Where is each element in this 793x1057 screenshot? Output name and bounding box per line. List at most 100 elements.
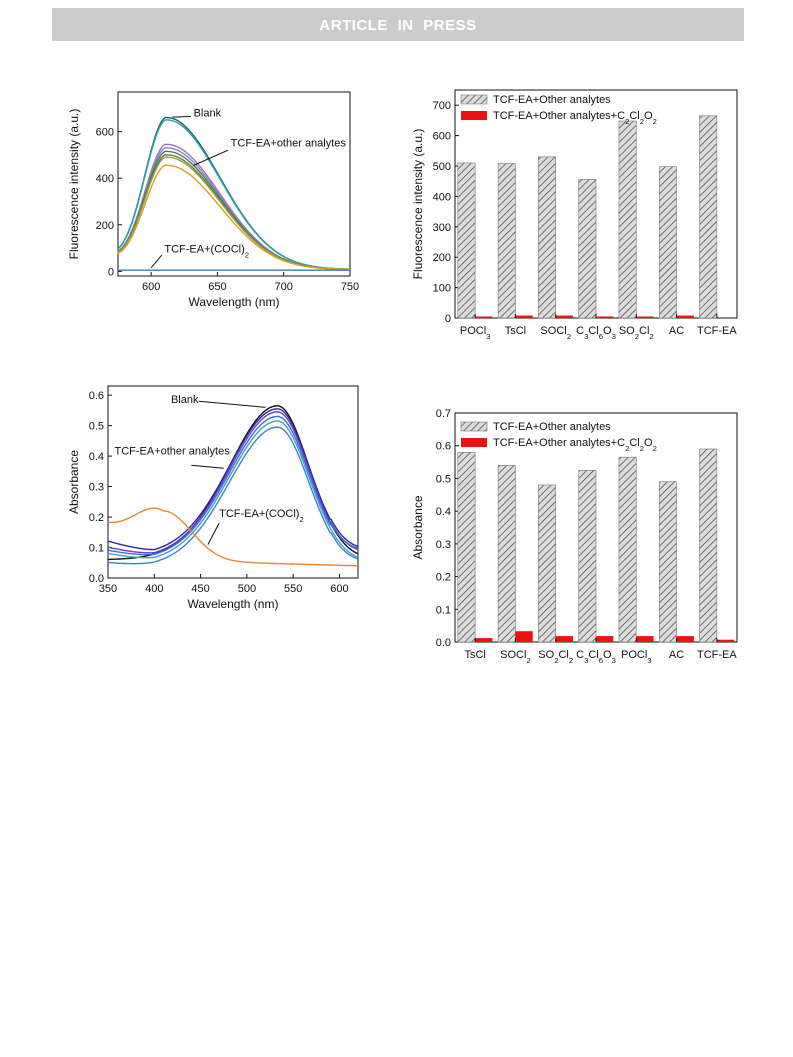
y-tick-label: 0.6 (89, 390, 104, 402)
fluorescence-spectrum-chart: 0 200 400 600 Fluorescence intensity (a.u.) 6… (67, 91, 359, 309)
x-tick-label: 550 (284, 583, 302, 595)
category-label: TCF-EA (697, 325, 737, 337)
category-label: TsCl (505, 325, 526, 337)
y-tick-label: 0.2 (89, 512, 104, 524)
article-banner: ARTICLE IN PRESS (52, 8, 744, 41)
category-label: SOCl2 (500, 649, 531, 665)
y-tick-label: 0 (108, 266, 114, 278)
cocl-pointer (207, 522, 220, 545)
category-label: SO2Cl2 (538, 649, 573, 665)
plot-frame (117, 91, 351, 277)
cocl-pointer (150, 254, 163, 269)
category-label: POCl3 (621, 649, 652, 665)
annotation-label: TCF-EA+(COCl)2 (164, 244, 249, 260)
analytes-pointer (191, 464, 224, 469)
x-tick-label: 350 (99, 583, 117, 595)
legend-swatch-red (461, 438, 487, 447)
y-axis-label: Absorbance (411, 495, 425, 559)
category-label: C3Cl6O3 (576, 649, 616, 665)
y-tick-label: 200 (433, 252, 451, 264)
bar-other-analytes (538, 156, 557, 319)
category-label: AC (669, 325, 684, 337)
y-axis-label: Fluorescence intensity (a.u.) (411, 129, 425, 280)
x-tick-label: 600 (330, 583, 348, 595)
bar-other-analytes (578, 469, 597, 643)
y-tick-label: 0.5 (436, 473, 451, 485)
y-tick-label: 0.7 (436, 408, 451, 420)
y-tick-label: 700 (433, 100, 451, 112)
category-label: SO2Cl2 (619, 325, 654, 341)
legend-label: TCF-EA+Other analytes+C2Cl2O2 (493, 437, 657, 453)
category-label: TCF-EA (697, 649, 737, 661)
y-tick-label: 0.5 (89, 421, 104, 433)
absorbance-line (107, 415, 359, 556)
absorbance-line (108, 426, 359, 565)
absorbance-line (108, 405, 359, 561)
x-axis-label: Wavelength (nm) (188, 597, 279, 611)
y-tick-label: 600 (96, 127, 114, 139)
blank-pointer (172, 115, 191, 118)
bar-other-analytes (658, 481, 677, 643)
y-tick-label: 100 (433, 283, 451, 295)
y-tick-label: 0.1 (89, 543, 104, 555)
category-label: SOCl2 (540, 325, 571, 341)
y-tick-label: 0.4 (436, 506, 451, 518)
legend-label: TCF-EA+Other analytes+C2Cl2O2 (493, 110, 657, 126)
absorbance-bar-chart: 0.0 0.1 0.2 0.3 0.4 0.5 0.6 0.7 Absorbance TsCl SO… (411, 408, 738, 665)
y-tick-label: 400 (96, 173, 114, 185)
bar-with-oxalyl-chloride (515, 315, 533, 318)
legend-swatch-red (461, 111, 487, 120)
plot-frame (107, 385, 359, 579)
bar-with-oxalyl-chloride (515, 631, 533, 642)
y-tick-label: 0.0 (89, 573, 104, 585)
category-label: TsCl (464, 649, 485, 661)
y-tick-label: 0 (445, 313, 451, 325)
x-tick-label: 600 (142, 281, 160, 293)
y-tick-label: 0.1 (436, 604, 451, 616)
x-tick-label: 700 (275, 281, 293, 293)
spectrum-line (117, 164, 350, 270)
bar-with-oxalyl-chloride (676, 315, 694, 318)
y-tick-label: 0.3 (436, 539, 451, 551)
y-tick-label: 200 (96, 220, 114, 232)
blank-pointer (198, 400, 266, 408)
absorbance-line (107, 408, 359, 551)
bar-with-oxalyl-chloride (475, 316, 493, 318)
absorbance-line (107, 420, 359, 559)
bar-other-analytes (618, 456, 637, 643)
bar-other-analytes (538, 484, 557, 643)
x-tick-label: 400 (145, 583, 163, 595)
y-tick-label: 0.2 (436, 572, 451, 584)
y-tick-label: 300 (433, 222, 451, 234)
x-axis-label: Wavelength (nm) (189, 295, 280, 309)
bar-with-oxalyl-chloride (636, 636, 654, 642)
category-label: C3Cl6O3 (576, 325, 616, 341)
bar-other-analytes (618, 120, 637, 319)
y-tick-label: 0.0 (436, 637, 451, 649)
bar-with-oxalyl-chloride (555, 636, 574, 642)
bar-other-analytes (497, 465, 516, 643)
bar-with-oxalyl-chloride (636, 316, 654, 318)
bar-other-analytes (457, 162, 476, 319)
x-tick-label: 450 (191, 583, 209, 595)
y-tick-label: 0.4 (89, 451, 104, 463)
bar-other-analytes (699, 448, 718, 643)
y-tick-label: 500 (433, 161, 451, 173)
bar-other-analytes (457, 451, 476, 643)
y-tick-label: 400 (433, 191, 451, 203)
y-tick-label: 0.6 (436, 441, 451, 453)
x-tick-label: 750 (341, 281, 359, 293)
banner-text: ARTICLE IN PRESS (319, 17, 477, 34)
absorbance-line (107, 507, 358, 567)
analytes-pointer (193, 149, 229, 166)
annotation-label: TCF-EA+other analytes (114, 446, 230, 458)
bar-with-oxalyl-chloride (596, 316, 614, 318)
legend-label: TCF-EA+Other analytes (493, 94, 611, 106)
bar-with-oxalyl-chloride (596, 636, 614, 642)
bar-other-analytes (497, 163, 516, 319)
bar-other-analytes (578, 179, 597, 319)
x-tick-label: 500 (238, 583, 256, 595)
fluorescence-bar-chart: 0 100 200 300 400 500 600 700 Fluorescence inten… (411, 89, 738, 341)
bar-with-oxalyl-chloride (676, 636, 694, 642)
absorbance-spectrum-chart: 0.0 0.1 0.2 0.3 0.4 0.5 0.6 Absorbance 350 400 450… (67, 385, 359, 611)
